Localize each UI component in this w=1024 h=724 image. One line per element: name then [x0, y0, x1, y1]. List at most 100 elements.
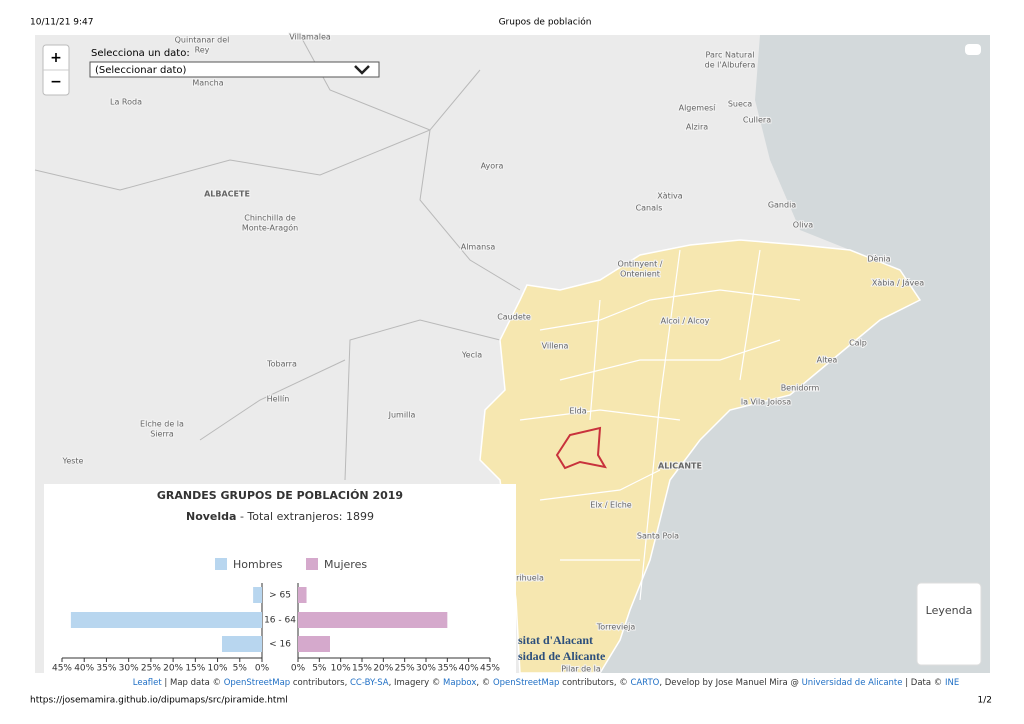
- print-title: Grupos de población: [499, 17, 592, 28]
- selected-municipality[interactable]: [555, 426, 607, 470]
- municipality-borders: [519, 249, 801, 601]
- place-label: Sueca: [728, 100, 752, 109]
- select-value[interactable]: (Seleccionar dato): [95, 65, 186, 76]
- subtitle-place: Novelda: [186, 510, 236, 523]
- place-label: Santa Pola: [637, 532, 679, 541]
- layer-toggle[interactable]: [965, 44, 981, 55]
- logo-line: sidad de Alicante: [518, 649, 606, 663]
- x-tick-label: 25%: [395, 664, 415, 674]
- attribution-text: | Map data ©: [162, 678, 224, 688]
- zoom-in[interactable]: +: [50, 50, 62, 66]
- category-label: < 16: [269, 640, 291, 650]
- bar: [70, 612, 262, 628]
- place-label: Ontenient: [620, 270, 660, 279]
- place-label: Gandia: [768, 201, 796, 210]
- place-label: Alzira: [686, 123, 708, 132]
- x-tick-label: 20%: [373, 664, 393, 674]
- place-label: Villamalea: [289, 33, 331, 42]
- place-label: Ayora: [481, 162, 504, 171]
- place-label: Elche de la: [140, 420, 184, 429]
- x-tick-label: 40%: [74, 664, 94, 674]
- place-label: Calp: [849, 339, 867, 348]
- x-tick-label: 35%: [96, 664, 116, 674]
- attribution-text: | Data ©: [903, 678, 945, 688]
- place-label: Torrevieja: [596, 623, 636, 632]
- x-tick-label: 5%: [233, 664, 248, 674]
- province[interactable]: [479, 239, 922, 674]
- place-label: Caudete: [497, 313, 531, 322]
- x-tick-label: 10%: [208, 664, 228, 674]
- bar: [298, 612, 448, 628]
- place-label: Monte-Aragón: [242, 223, 298, 233]
- attribution-link[interactable]: CC-BY-SA: [350, 678, 389, 688]
- attribution-text: , ©: [476, 678, 493, 688]
- place-label: Dènia: [867, 254, 890, 264]
- place-label: Quintanar del: [175, 36, 230, 45]
- place-label: Yeste: [62, 457, 84, 466]
- print-url: https://josemamira.github.io/dipumaps/sr…: [30, 696, 288, 706]
- place-label: Elda: [569, 407, 586, 416]
- x-tick-label: 10%: [331, 664, 351, 674]
- place-label: Sierra: [150, 430, 174, 439]
- attribution-link[interactable]: CARTO: [630, 678, 659, 688]
- borders: [34, 34, 521, 481]
- legend-button-label[interactable]: Leyenda: [926, 604, 973, 617]
- attribution-link[interactable]: Leaflet: [133, 678, 163, 688]
- sea: [600, 35, 990, 673]
- place-label: Villena: [542, 342, 569, 351]
- chart-title: GRANDES GRUPOS DE POBLACIÓN 2019: [157, 489, 403, 502]
- place-label: rihuela: [516, 574, 544, 583]
- bar: [222, 636, 262, 652]
- x-tick-label: 20%: [163, 664, 183, 674]
- bar: [298, 636, 330, 652]
- attribution: Leaflet | Map data © OpenStreetMap contr…: [133, 678, 959, 688]
- place-label: Parc Natural: [706, 51, 755, 60]
- x-tick-label: 15%: [352, 664, 372, 674]
- place-label: Chinchilla de: [244, 214, 296, 223]
- place-label: Canals: [636, 204, 663, 213]
- place-label: La Roda: [110, 98, 142, 107]
- logo-line: sitat d'Alacant: [518, 633, 593, 647]
- zoom-out[interactable]: −: [50, 74, 62, 90]
- attribution-link[interactable]: OpenStreetMap: [224, 678, 290, 688]
- chart-subtitle: Novelda - Total extranjeros: 1899: [186, 510, 374, 523]
- bar: [298, 587, 307, 603]
- print-datetime: 10/11/21 9:47: [30, 18, 94, 28]
- x-tick-label: 15%: [185, 664, 205, 674]
- place-label: la Vila Joiosa: [741, 398, 791, 407]
- x-tick-label: 40%: [459, 664, 479, 674]
- attribution-link[interactable]: Universidad de Alicante: [802, 678, 903, 688]
- x-tick-label: 45%: [52, 664, 72, 674]
- place-label: de l'Albufera: [705, 61, 756, 70]
- select-label: Selecciona un dato:: [91, 48, 190, 59]
- attribution-text: contributors,: [290, 678, 350, 688]
- x-tick-label: 0%: [255, 664, 270, 674]
- place-label: Almansa: [461, 243, 496, 252]
- place-label: Yecla: [461, 351, 482, 360]
- place-label: Jumilla: [388, 411, 416, 420]
- legend-button[interactable]: [916, 582, 982, 666]
- place-label: Hellín: [267, 395, 290, 404]
- place-label: ALBACETE: [204, 190, 250, 199]
- bar: [253, 587, 262, 603]
- place-label: Xàtiva: [657, 192, 682, 201]
- category-label: > 65: [269, 591, 291, 601]
- attribution-link[interactable]: OpenStreetMap: [493, 678, 559, 688]
- x-tick-label: 5%: [312, 664, 327, 674]
- select-arrow: [354, 65, 370, 75]
- select-box[interactable]: [89, 61, 380, 78]
- attribution-link[interactable]: INE: [945, 678, 959, 688]
- x-tick-label: 30%: [416, 664, 436, 674]
- attribution-text: , Develop by Jose Manuel Mira @: [659, 678, 801, 688]
- attribution-text: contributors, ©: [559, 678, 630, 688]
- subtitle-rest: - Total extranjeros: 1899: [236, 510, 374, 523]
- x-tick-label: 25%: [141, 664, 161, 674]
- place-label: ALICANTE: [658, 462, 702, 471]
- chart-panel: [44, 484, 516, 673]
- attribution-link[interactable]: Mapbox: [443, 678, 476, 688]
- place-label: Ontinyent /: [618, 260, 663, 269]
- print-page: 1/2: [978, 696, 992, 706]
- place-label: Elx / Elche: [590, 501, 632, 510]
